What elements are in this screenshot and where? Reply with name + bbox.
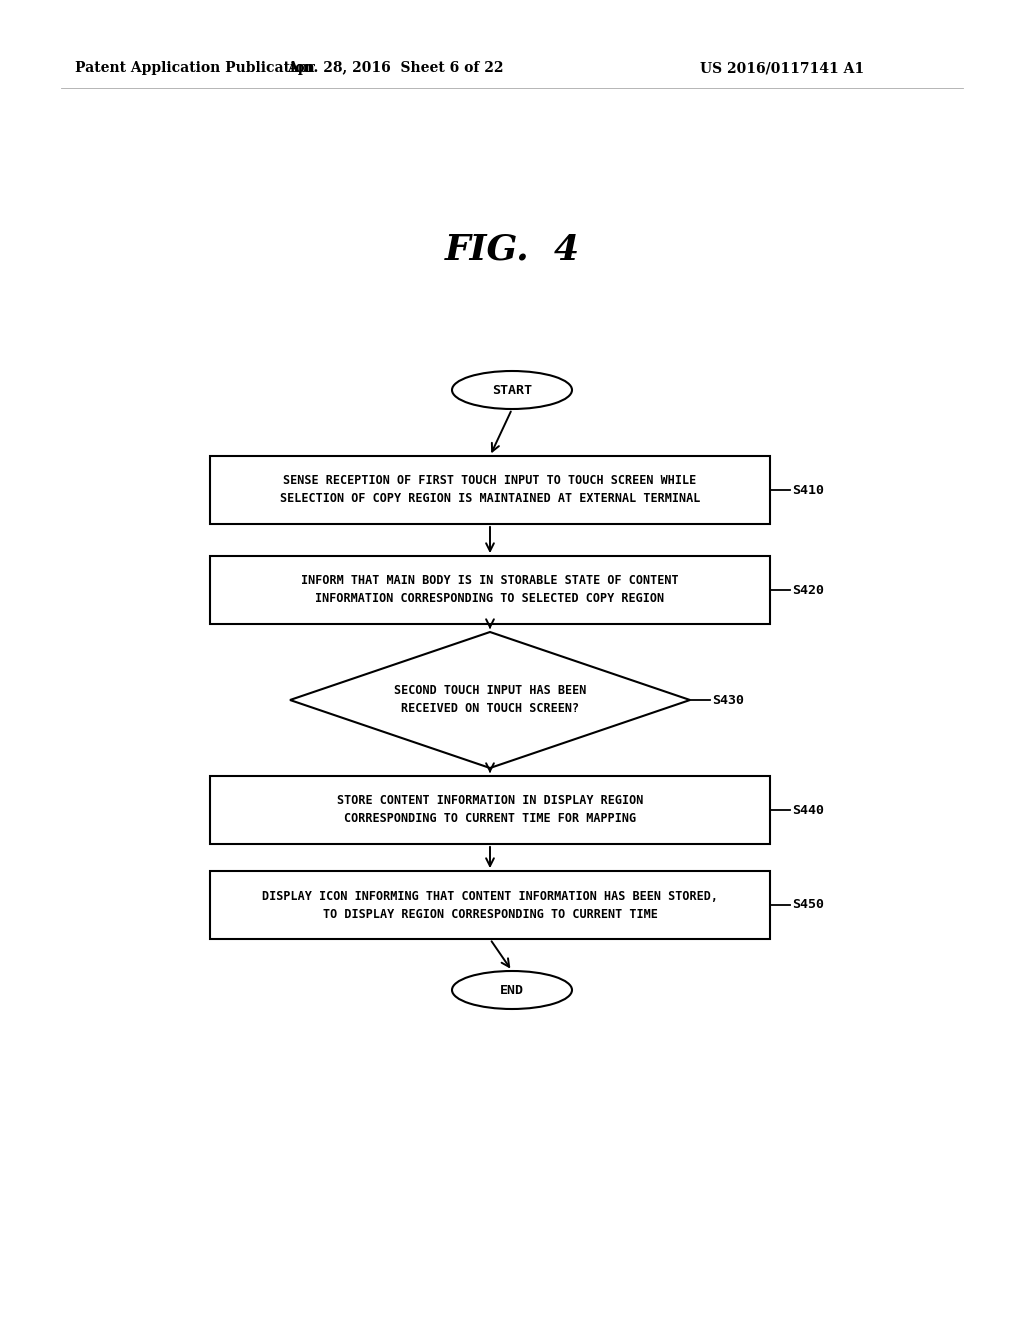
Text: DISPLAY ICON INFORMING THAT CONTENT INFORMATION HAS BEEN STORED,
TO DISPLAY REGI: DISPLAY ICON INFORMING THAT CONTENT INFO… [262,890,718,920]
Text: S410: S410 [792,483,824,496]
Text: Apr. 28, 2016  Sheet 6 of 22: Apr. 28, 2016 Sheet 6 of 22 [287,61,503,75]
Text: US 2016/0117141 A1: US 2016/0117141 A1 [700,61,864,75]
FancyBboxPatch shape [210,776,770,843]
Text: S440: S440 [792,804,824,817]
Text: S450: S450 [792,899,824,912]
Polygon shape [290,632,690,768]
Text: START: START [492,384,532,396]
Text: INFORM THAT MAIN BODY IS IN STORABLE STATE OF CONTENT
INFORMATION CORRESPONDING : INFORM THAT MAIN BODY IS IN STORABLE STA… [301,574,679,606]
Text: END: END [500,983,524,997]
Text: S430: S430 [712,693,744,706]
FancyBboxPatch shape [210,455,770,524]
Text: Patent Application Publication: Patent Application Publication [75,61,314,75]
FancyBboxPatch shape [210,556,770,624]
Text: S420: S420 [792,583,824,597]
FancyBboxPatch shape [210,871,770,939]
Text: SECOND TOUCH INPUT HAS BEEN
RECEIVED ON TOUCH SCREEN?: SECOND TOUCH INPUT HAS BEEN RECEIVED ON … [394,685,586,715]
Ellipse shape [452,972,572,1008]
Text: FIG.  4: FIG. 4 [444,234,580,267]
Text: SENSE RECEPTION OF FIRST TOUCH INPUT TO TOUCH SCREEN WHILE
SELECTION OF COPY REG: SENSE RECEPTION OF FIRST TOUCH INPUT TO … [280,474,700,506]
Text: STORE CONTENT INFORMATION IN DISPLAY REGION
CORRESPONDING TO CURRENT TIME FOR MA: STORE CONTENT INFORMATION IN DISPLAY REG… [337,795,643,825]
Ellipse shape [452,371,572,409]
